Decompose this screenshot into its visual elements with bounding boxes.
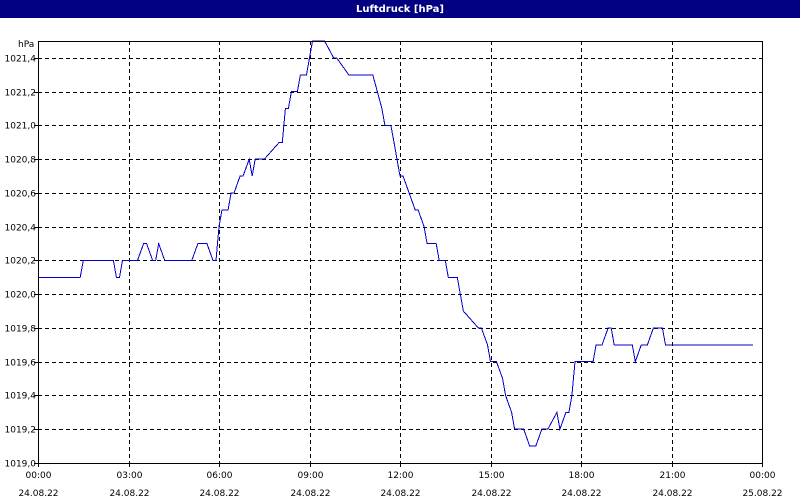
x-tick-date-label: 24.08.22 bbox=[471, 489, 511, 499]
y-tick-label: 1019,2 bbox=[5, 426, 37, 436]
chart-area: hPa 1019,0 1019,2 1019,4 1019,6 1019,8 1020,0… bbox=[0, 18, 800, 500]
y-axis-unit-label: hPa bbox=[18, 40, 34, 50]
y-tick-label: 1020,2 bbox=[5, 257, 37, 267]
label-layer: 1019,0 1019,2 1019,4 1019,6 1019,8 1020,0 1020… bbox=[5, 55, 783, 500]
series-line-luftdruck bbox=[38, 40, 753, 447]
x-tick-time-label: 03:00 bbox=[117, 471, 143, 481]
plot-frame bbox=[38, 41, 763, 464]
x-tick-date-label: 25.08.22 bbox=[742, 489, 782, 499]
x-tick-time-label: 06:00 bbox=[207, 471, 233, 481]
x-tick-date-label: 24.08.22 bbox=[199, 489, 239, 499]
x-tick-time-label: 00:00 bbox=[750, 471, 776, 481]
y-tick-label: 1021,2 bbox=[5, 89, 37, 99]
x-tick-time-label: 15:00 bbox=[479, 471, 505, 481]
x-tick-date-label: 24.08.22 bbox=[380, 489, 420, 499]
tick-layer bbox=[34, 58, 763, 467]
y-tick-label: 1019,4 bbox=[5, 392, 37, 402]
x-tick-date-label: 24.08.22 bbox=[652, 489, 692, 499]
grid-layer bbox=[38, 41, 762, 463]
y-tick-label: 1021,0 bbox=[5, 122, 37, 132]
x-tick-time-label: 00:00 bbox=[26, 471, 52, 481]
y-tick-label: 1020,0 bbox=[5, 291, 37, 301]
pressure-chart: hPa 1019,0 1019,2 1019,4 1019,6 1019,8 1020,0… bbox=[5, 40, 783, 500]
x-tick-date-label: 24.08.22 bbox=[18, 489, 58, 499]
x-tick-time-label: 18:00 bbox=[569, 471, 595, 481]
y-tick-label: 1019,6 bbox=[5, 359, 37, 369]
y-tick-label: 1019,8 bbox=[5, 325, 37, 335]
y-tick-label: 1020,4 bbox=[5, 224, 37, 234]
y-tick-label: 1021,4 bbox=[5, 55, 37, 65]
y-tick-label: 1020,8 bbox=[5, 156, 37, 166]
x-tick-time-label: 21:00 bbox=[660, 471, 686, 481]
x-tick-time-label: 09:00 bbox=[298, 471, 324, 481]
x-tick-date-label: 24.08.22 bbox=[290, 489, 330, 499]
x-tick-time-label: 12:00 bbox=[388, 471, 414, 481]
x-tick-date-label: 24.08.22 bbox=[109, 489, 149, 499]
y-tick-label: 1020,6 bbox=[5, 190, 37, 200]
chart-title: Luftdruck [hPa] bbox=[0, 0, 800, 18]
y-tick-label: 1019,0 bbox=[5, 460, 37, 470]
x-tick-date-label: 24.08.22 bbox=[561, 489, 601, 499]
